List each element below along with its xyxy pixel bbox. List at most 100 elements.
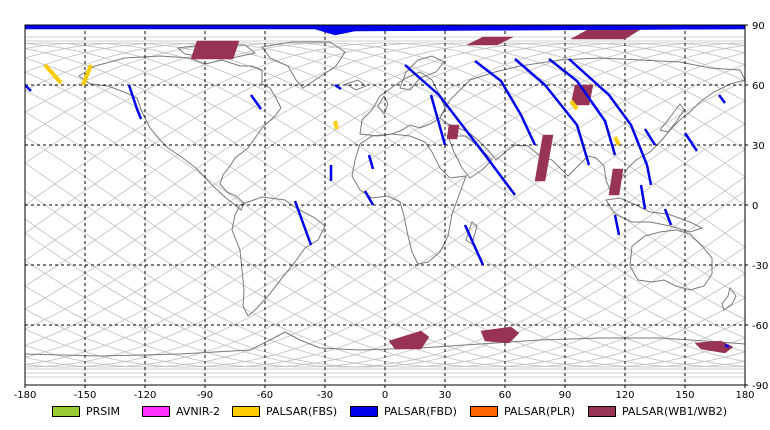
coastline-japan: [659, 103, 685, 133]
legend-label-palsar-wb: PALSAR(WB1/WB2): [622, 404, 728, 418]
legend-item-palsar-fbd: PALSAR(FBD): [350, 402, 457, 420]
y-tick-label: -90: [752, 381, 768, 392]
coastline-new-zealand: [721, 286, 737, 311]
legend-swatch-palsar-fbs: [232, 405, 260, 417]
coastlines: [25, 41, 745, 357]
fbd-strip: [404, 64, 516, 196]
x-tick-label: 60: [499, 390, 512, 401]
fbd-strip: [548, 58, 617, 156]
fbd-strip: [367, 154, 375, 170]
legend-swatch-palsar-wb: [588, 405, 616, 417]
y-tick-label: -30: [752, 261, 768, 272]
wb-swath: [480, 326, 520, 344]
fbd-strip: [363, 190, 375, 206]
fbd-strip: [474, 60, 537, 146]
legend-label-palsar-fbd: PALSAR(FBD): [384, 404, 457, 418]
legend-label-prsim: PRSIM: [86, 404, 120, 418]
fbs-strip: [613, 136, 621, 146]
fbd-strip: [463, 224, 485, 266]
fbd-strip: [293, 200, 313, 246]
legend-item-avnir2: AVNIR-2: [142, 402, 220, 420]
x-tick-label: 30: [439, 390, 452, 401]
legend-label-palsar-fbs: PALSAR(FBS): [266, 404, 338, 418]
orbit-track: [25, 45, 745, 368]
legend-label-avnir2: AVNIR-2: [176, 404, 220, 418]
legend-item-palsar-plr: PALSAR(PLR): [470, 402, 575, 420]
x-tick-label: -30: [317, 390, 333, 401]
coastline-europe: [359, 71, 446, 137]
y-tick-label: 30: [752, 141, 765, 152]
x-tick-label: -120: [134, 390, 157, 401]
fbs-strip: [569, 99, 579, 111]
x-tick-label: 90: [559, 390, 572, 401]
legend-swatch-prsim: [52, 405, 80, 417]
wb-swath: [694, 340, 734, 354]
coastline-iceland: [344, 79, 368, 91]
orbit-track: [25, 42, 745, 353]
coastline-africa: [351, 133, 467, 265]
orbit-track: [25, 42, 745, 274]
legend-label-palsar-plr: PALSAR(PLR): [504, 404, 575, 418]
x-axis-tick-labels: -180 -150 -120 -90 -60 -30 0 30 60 90 120 150 180: [14, 385, 755, 401]
y-tick-label: 60: [752, 81, 765, 92]
fbd-arctic-band: [25, 25, 745, 36]
x-tick-label: 180: [735, 390, 754, 401]
fbd-strip: [249, 94, 263, 110]
wb-swath: [446, 124, 460, 140]
orbit-track: [25, 100, 745, 368]
x-tick-label: 120: [615, 390, 634, 401]
wb-swath: [190, 40, 240, 60]
fbd-strip: [683, 132, 699, 152]
wb-swath: [388, 330, 430, 350]
wb-swath: [534, 134, 554, 182]
fbs-strip: [81, 64, 93, 86]
fbs-strip: [43, 63, 63, 85]
coastline-se-asia-islands: [605, 197, 704, 233]
fbd-strip: [429, 94, 447, 146]
wb-swath: [570, 84, 594, 106]
coastline-arabia: [447, 135, 493, 179]
coastline-antarctica: [25, 331, 745, 357]
palsar-fbd-strips: [25, 25, 745, 349]
fbd-strip: [724, 343, 730, 349]
palsar-fbs-strips: [43, 63, 621, 146]
y-tick-label: -60: [752, 321, 768, 332]
legend-swatch-palsar-plr: [470, 405, 498, 417]
legend-item-palsar-fbs: PALSAR(FBS): [232, 402, 337, 420]
orbit-track: [25, 42, 745, 299]
legend-swatch-avnir2: [142, 405, 170, 417]
x-tick-label: -60: [257, 390, 273, 401]
y-tick-label: 90: [752, 21, 765, 32]
legend-swatch-palsar-fbd: [350, 405, 378, 417]
coastline-greenland: [261, 41, 346, 89]
x-tick-label: -180: [14, 390, 37, 401]
x-tick-label: -90: [197, 390, 213, 401]
coastline-uk: [377, 94, 389, 116]
y-tick-label: 0: [752, 201, 758, 212]
x-tick-label: -150: [74, 390, 97, 401]
fbd-strip: [514, 58, 591, 166]
orbit-track: [25, 42, 745, 248]
fbs-strip: [333, 120, 339, 130]
coastline-north-america: [78, 55, 282, 211]
fbd-strip: [568, 58, 653, 186]
fbd-strip: [718, 94, 726, 104]
x-tick-label: 150: [675, 390, 694, 401]
fbd-strip: [25, 84, 32, 92]
fbd-strip: [643, 128, 657, 146]
fbd-strip: [127, 84, 143, 120]
fbd-strip: [639, 184, 647, 210]
y-axis-tick-labels: 90 60 30 0 -30 -60 -90: [745, 21, 768, 392]
fbd-strip: [613, 214, 621, 236]
x-tick-label: 0: [382, 390, 388, 401]
orbit-track: [25, 42, 745, 321]
fbd-strip: [334, 83, 342, 91]
coastline-australia: [629, 229, 713, 291]
fbd-strip: [663, 208, 673, 226]
wb-swath: [466, 36, 514, 46]
legend: PRSIM AVNIR-2 PALSAR(FBS) PALSAR(FBD) PA…: [52, 402, 762, 422]
legend-item-palsar-wb: PALSAR(WB1/WB2): [588, 402, 727, 420]
wb-swath: [608, 168, 624, 196]
legend-item-prsim: PRSIM: [52, 402, 120, 420]
